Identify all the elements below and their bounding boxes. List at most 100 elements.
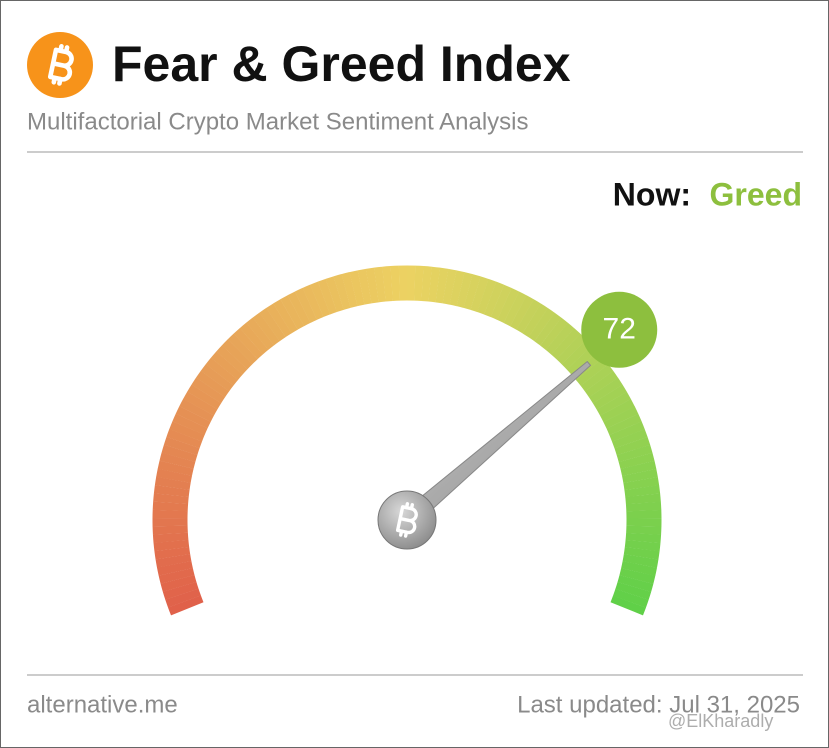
arc-segment — [156, 468, 193, 483]
last-updated: Last updated: Jul 31, 2025 — [517, 691, 800, 718]
arc-segment — [624, 485, 661, 498]
arc-segment — [162, 581, 199, 600]
arc-segment — [252, 312, 280, 346]
arc-segment — [365, 267, 379, 304]
arc-segment — [618, 452, 655, 470]
source: alternative.me — [27, 691, 178, 718]
arc-segment — [246, 317, 275, 350]
arc-segment — [239, 322, 269, 355]
arc-segment — [566, 345, 598, 375]
arc-segment — [421, 266, 432, 302]
arc-segment — [435, 267, 449, 304]
arc-segment — [165, 588, 201, 608]
arc-segment — [596, 391, 631, 416]
arc-segment — [154, 546, 191, 560]
arc-segment — [294, 287, 317, 323]
arc-segment — [540, 317, 568, 351]
arc-segment — [183, 391, 218, 416]
arc-segment — [266, 303, 292, 338]
arc-segment — [153, 539, 190, 552]
arc-segment — [609, 421, 645, 442]
arc-segment — [623, 476, 660, 491]
arc-segment — [456, 272, 473, 308]
arc-segment — [588, 377, 623, 404]
arc-segment — [210, 351, 243, 381]
arc-segment — [259, 307, 286, 342]
arc-segment — [620, 460, 657, 477]
arc-segment — [556, 333, 587, 365]
arc-segment — [153, 485, 190, 498]
arc-segment — [477, 278, 497, 315]
arc-segment — [622, 554, 659, 568]
arc-segment — [172, 413, 208, 435]
arc-segment — [442, 268, 457, 305]
arc-segment — [621, 561, 657, 576]
arc-segment — [522, 303, 548, 338]
arc-segment — [610, 595, 646, 616]
arc-segment — [317, 278, 337, 315]
arc-segment — [287, 291, 311, 327]
arc-segment — [154, 476, 191, 491]
arc-segment — [153, 493, 189, 505]
arc-segment — [503, 291, 527, 327]
classification: Greed — [710, 176, 802, 212]
arc-segment — [273, 299, 298, 334]
arc-segment — [576, 357, 609, 386]
arc-segment — [152, 532, 189, 544]
arc-segment — [175, 406, 211, 429]
arc-segment — [341, 272, 358, 308]
arc-segment — [428, 266, 441, 303]
arc-segment — [200, 364, 234, 392]
arc-segment — [159, 452, 196, 469]
arc-segment — [156, 560, 193, 576]
arc-segment — [600, 398, 635, 423]
arc-segment — [166, 428, 203, 449]
arc-segment — [382, 266, 393, 302]
arc-segment — [625, 532, 662, 544]
arc-segment — [497, 287, 520, 324]
arc-segment — [617, 575, 654, 593]
arc-segment — [449, 270, 465, 307]
gauge-needle-group: 72 — [400, 291, 658, 528]
arc-segment — [625, 493, 661, 505]
arc-segment — [187, 384, 222, 410]
value-badge — [581, 291, 658, 368]
arc-segment — [163, 436, 200, 456]
arc-segment — [611, 429, 648, 449]
bitcoin-logo — [27, 32, 93, 98]
arc-segment — [310, 281, 331, 318]
arc-segment — [280, 295, 305, 330]
arc-segment — [592, 384, 627, 410]
arc-segment — [302, 284, 324, 320]
arc-segment — [614, 436, 651, 456]
arc-segment — [463, 274, 481, 310]
watermark: @ElKharadly — [668, 711, 773, 731]
arc-segment — [169, 421, 205, 442]
arc-segment — [221, 339, 253, 370]
arc-segment — [490, 284, 512, 320]
arc-segment — [509, 295, 534, 330]
arc-segment — [561, 339, 593, 370]
arc-segment — [613, 588, 649, 608]
arc-segment — [534, 312, 562, 346]
arc-segment — [623, 546, 660, 560]
arc-segment — [516, 299, 541, 334]
arc-segment — [196, 370, 230, 398]
hub — [377, 490, 437, 550]
arc-segment — [622, 468, 658, 484]
arc-segment — [179, 398, 215, 423]
arc-segment — [619, 568, 656, 585]
arc-segment — [205, 357, 239, 386]
subtitle: Multifactorial Crypto Market Sentiment A… — [27, 108, 529, 135]
arc-segment — [227, 333, 258, 365]
arc-segment — [528, 308, 555, 342]
arc-segment — [357, 268, 372, 305]
arc-segment — [158, 567, 195, 584]
arc-segment — [616, 444, 653, 463]
gauge-arc — [152, 265, 662, 616]
arc-segment — [606, 413, 642, 436]
arc-segment — [580, 364, 614, 392]
arc-segment — [191, 377, 226, 404]
